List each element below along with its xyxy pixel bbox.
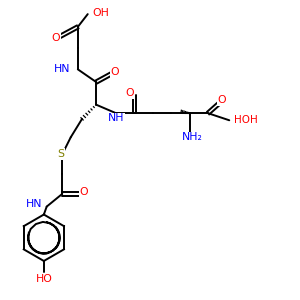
Text: O: O xyxy=(52,33,60,43)
Text: NH₂: NH₂ xyxy=(182,132,203,142)
Text: HOH: HOH xyxy=(234,115,258,125)
Text: O: O xyxy=(111,67,119,77)
Text: HN: HN xyxy=(26,199,42,209)
Text: O: O xyxy=(80,188,88,197)
Text: NH: NH xyxy=(108,113,124,123)
Text: OH: OH xyxy=(92,8,109,18)
Text: O: O xyxy=(218,95,226,106)
Text: HN: HN xyxy=(53,64,70,74)
Text: O: O xyxy=(125,88,134,98)
Text: S: S xyxy=(57,149,64,159)
Text: HO: HO xyxy=(35,274,52,284)
